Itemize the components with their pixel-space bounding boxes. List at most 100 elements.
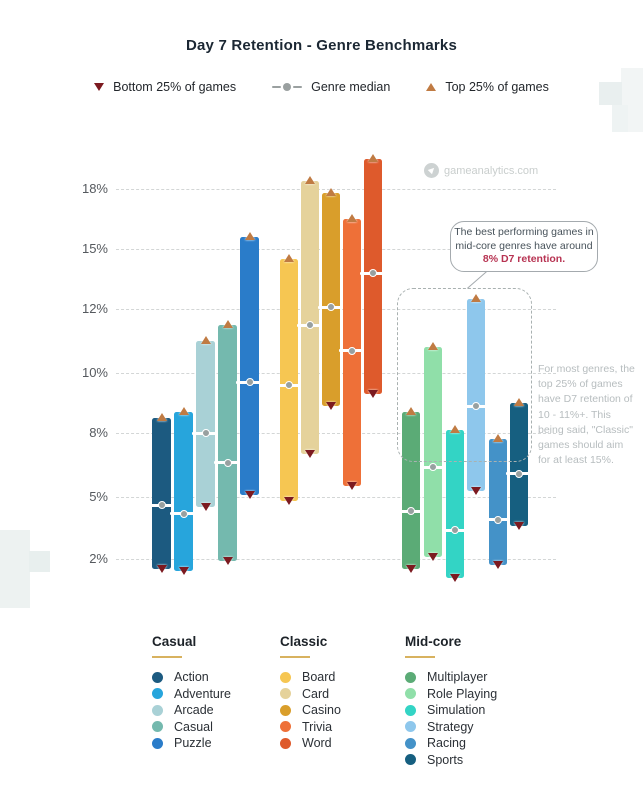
legend-item-label: Card <box>302 686 330 701</box>
legend-item-bottom25: Bottom 25% of games <box>94 80 236 94</box>
top25-marker-puzzle <box>244 232 255 240</box>
bar-casual <box>218 325 237 562</box>
bottom25-marker-trivia <box>347 482 357 491</box>
legend-color-dot <box>280 704 291 716</box>
bar-casino <box>322 193 340 406</box>
median-dot-action <box>157 501 166 510</box>
top25-marker-strategy <box>471 294 481 302</box>
bar-simulation <box>446 430 464 578</box>
median-dot-card <box>306 321 314 329</box>
bar-racing <box>489 439 507 566</box>
legend-label: Genre median <box>311 80 391 94</box>
bottom25-marker-action <box>156 565 167 574</box>
bottom25-marker-casual <box>222 557 233 566</box>
legend-group-title: Classic <box>280 634 328 649</box>
legend-group-mid-core: Mid-core Multiplayer Role Playing Simulatio… <box>405 634 497 768</box>
legend-item-label: Casual <box>174 719 213 734</box>
gridline <box>116 497 556 498</box>
median-dot-arcade <box>201 429 210 437</box>
median-dot-strategy <box>472 402 480 410</box>
median-dot-board <box>285 381 293 389</box>
bottom25-marker-puzzle <box>244 490 255 499</box>
bar-puzzle <box>240 237 259 495</box>
pixel-decoration <box>29 551 50 572</box>
legend-color-dot <box>405 754 416 766</box>
median-dot-casual <box>223 458 232 467</box>
legend-color-dot <box>280 721 291 733</box>
bar-strategy <box>467 299 485 491</box>
legend-item-label: Puzzle <box>174 736 212 751</box>
legend-item-label: Sports <box>427 752 464 767</box>
legend-item-strategy: Strategy <box>405 719 497 736</box>
median-dot-casino <box>327 303 335 311</box>
legend-item-word: Word <box>280 735 341 752</box>
gridline <box>116 189 556 190</box>
bottom25-marker-arcade <box>200 503 211 512</box>
bar-adventure <box>174 412 193 572</box>
legend-color-dot <box>152 721 163 733</box>
median-dot-sports <box>515 469 523 478</box>
bar-sports <box>510 403 528 526</box>
gridline <box>116 559 556 560</box>
top25-marker-action <box>156 413 167 421</box>
legend-item-simulation: Simulation <box>405 702 497 719</box>
legend-item-label: Strategy <box>427 719 474 734</box>
legend-color-dot <box>405 737 416 749</box>
callout-line: The best performing games in <box>454 225 594 238</box>
legend-item-median: Genre median <box>272 80 390 94</box>
gridline <box>116 433 556 434</box>
top25-marker-simulation <box>450 425 460 433</box>
legend-group-classic: Classic Board Card Casino Trivia Word <box>280 634 341 752</box>
pixel-decoration <box>599 82 622 105</box>
legend-item-label: Role Playing <box>427 686 498 701</box>
median-dot-role-playing <box>429 463 437 472</box>
callout-line: mid-core genres have around <box>455 239 593 252</box>
legend-item-label: Casino <box>302 703 341 718</box>
top25-marker-multiplayer <box>406 407 416 415</box>
legend-color-dot <box>280 671 291 683</box>
legend-group-rule <box>280 656 310 658</box>
bottom25-marker-multiplayer <box>406 565 416 574</box>
legend-item-label: Word <box>302 736 332 751</box>
legend-item-label: Action <box>174 670 209 685</box>
legend-item-role-playing: Role Playing <box>405 686 497 703</box>
legend-item-action: Action <box>152 669 231 686</box>
legend-group-rule <box>405 656 435 658</box>
top25-marker-trivia <box>347 214 357 222</box>
legend-item-label: Arcade <box>174 703 214 718</box>
callout-highlight: 8% D7 retention. <box>482 253 566 266</box>
legend-item-top25: Top 25% of games <box>426 80 549 94</box>
legend-label: Bottom 25% of games <box>113 80 237 94</box>
y-tick-label: 5% <box>89 489 108 504</box>
y-tick-label: 15% <box>81 241 108 256</box>
legend-item-label: Trivia <box>302 719 333 734</box>
median-dot-adventure <box>179 509 188 518</box>
bottom25-marker-casino <box>326 402 336 410</box>
legend-item-adventure: Adventure <box>152 686 231 703</box>
legend-item-board: Board <box>280 669 341 686</box>
bottom25-marker-racing <box>493 561 503 570</box>
page-title: Day 7 Retention - Genre Benchmarks <box>185 37 458 54</box>
median-marker-icon <box>272 83 303 91</box>
bar-card <box>301 181 319 455</box>
legend-item-racing: Racing <box>405 735 497 752</box>
legend-color-dot <box>405 704 416 716</box>
legend-color-dot <box>405 688 416 700</box>
bottom25-marker-sports <box>514 521 524 530</box>
median-dot-racing <box>494 515 502 524</box>
callout-bubble: The best performing games in mid-core ge… <box>450 221 598 272</box>
legend-group-rule <box>152 656 182 658</box>
legend-color-dot <box>152 704 163 716</box>
highlight-dashed-region <box>397 288 532 462</box>
triangle-up-icon <box>426 83 437 91</box>
legend-item-casual: Casual <box>152 719 231 736</box>
legend-color-dot <box>152 671 163 683</box>
bottom25-marker-word <box>368 390 378 398</box>
pixel-decoration <box>612 105 628 132</box>
legend-item-sports: Sports <box>405 752 497 769</box>
y-tick-label: 18% <box>81 181 108 196</box>
y-tick-label: 12% <box>81 301 108 316</box>
top25-marker-card <box>305 176 315 184</box>
legend-item-label: Adventure <box>174 686 231 701</box>
median-dot-word <box>369 269 377 277</box>
